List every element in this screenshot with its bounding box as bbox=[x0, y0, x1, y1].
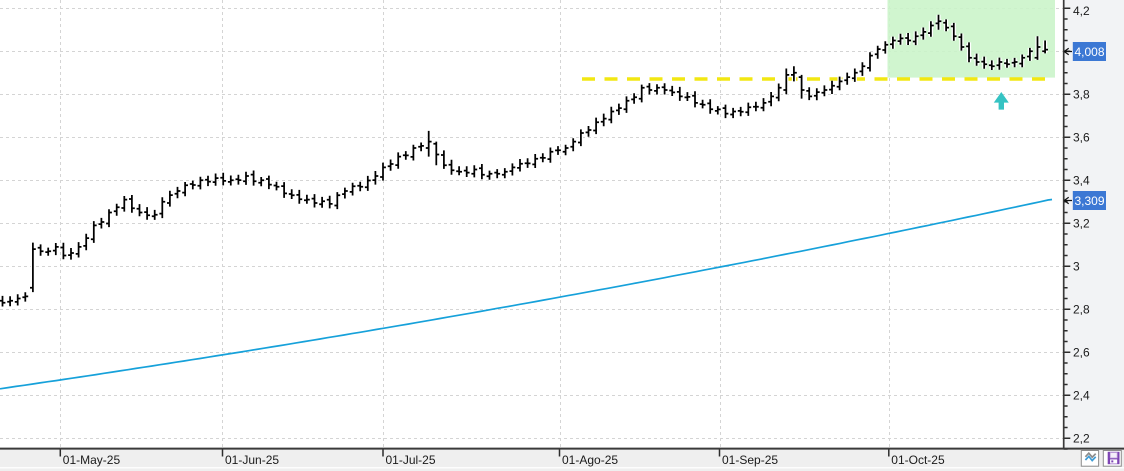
svg-text:3,2: 3,2 bbox=[1073, 217, 1090, 231]
svg-text:01-Ago-25: 01-Ago-25 bbox=[562, 453, 618, 467]
svg-text:01-Jun-25: 01-Jun-25 bbox=[225, 453, 279, 467]
svg-text:4,2: 4,2 bbox=[1073, 4, 1090, 18]
svg-text:3,4: 3,4 bbox=[1073, 174, 1090, 188]
svg-text:2,6: 2,6 bbox=[1073, 346, 1090, 360]
svg-text:3,309: 3,309 bbox=[1075, 194, 1105, 208]
svg-text:3: 3 bbox=[1073, 260, 1080, 274]
svg-text:3,8: 3,8 bbox=[1073, 88, 1090, 102]
svg-text:2,4: 2,4 bbox=[1073, 389, 1090, 403]
svg-text:01-May-25: 01-May-25 bbox=[63, 453, 121, 467]
svg-text:3,6: 3,6 bbox=[1073, 131, 1090, 145]
svg-text:01-Oct-25: 01-Oct-25 bbox=[891, 453, 945, 467]
svg-text:01-Sep-25: 01-Sep-25 bbox=[722, 453, 778, 467]
svg-text:01-Jul-25: 01-Jul-25 bbox=[386, 453, 436, 467]
svg-text:4,008: 4,008 bbox=[1075, 45, 1105, 59]
svg-text:2,8: 2,8 bbox=[1073, 303, 1090, 317]
svg-text:2,2: 2,2 bbox=[1073, 432, 1090, 446]
